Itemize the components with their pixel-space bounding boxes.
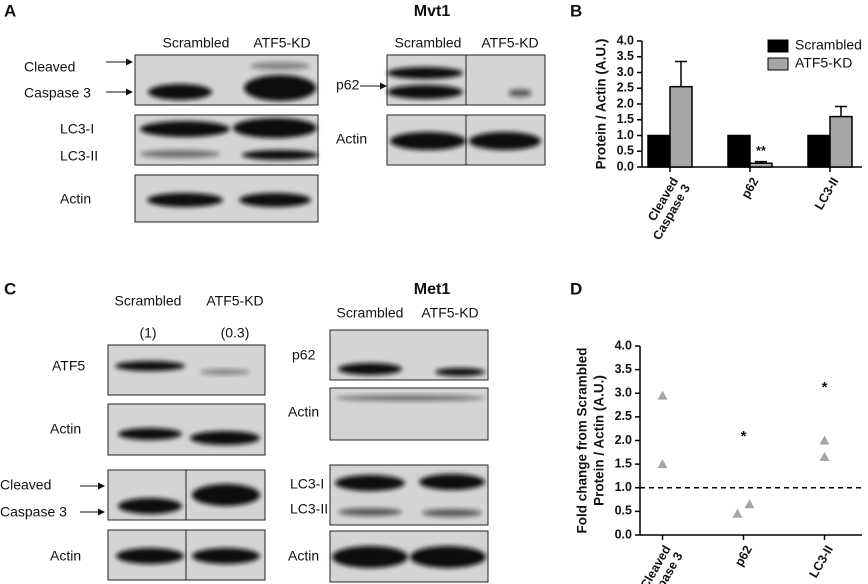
blot <box>107 403 266 456</box>
column-label: ATF5-KD <box>481 35 538 51</box>
blot-label: Caspase 3 <box>24 85 91 101</box>
y-axis-label: Protein / Actin (A.U.) <box>592 375 607 506</box>
blot <box>107 529 266 581</box>
bar <box>807 134 831 168</box>
blot-label: p62 <box>292 347 316 363</box>
blot <box>329 530 489 583</box>
y-tick-label: 0.5 <box>615 504 632 518</box>
x-tick-label: p62 <box>739 175 762 201</box>
blot-label: Actin <box>50 421 81 437</box>
x-tick-label: CleavedCaspase 3 <box>631 543 686 584</box>
blot <box>329 387 489 441</box>
legend-swatch <box>767 57 789 71</box>
panel-label: A <box>4 1 16 20</box>
blot <box>329 464 489 526</box>
panel-label: C <box>4 279 16 298</box>
y-tick-label: 3.0 <box>615 386 632 400</box>
bar <box>749 162 773 168</box>
point <box>744 499 755 509</box>
blot <box>386 54 546 106</box>
legend-label: Scrambled <box>795 37 862 53</box>
point <box>657 390 668 400</box>
y-tick-label: 4.0 <box>615 338 632 352</box>
column-label: Scrambled <box>337 305 404 321</box>
x-tick-label: p62 <box>732 543 755 569</box>
y-tick-label: 2.0 <box>615 433 632 447</box>
column-label: Scrambled <box>115 293 182 309</box>
point <box>657 459 668 469</box>
annotation: * <box>741 428 747 445</box>
column-label: ATF5-KD <box>421 305 478 321</box>
panel-label: D <box>570 279 582 298</box>
panel-label: B <box>570 1 582 20</box>
column-label: Scrambled <box>395 35 462 51</box>
blot <box>329 329 489 381</box>
blot-label: Actin <box>288 404 319 420</box>
y-tick-label: 1.0 <box>615 480 632 494</box>
blot-label: p62 <box>336 77 360 93</box>
blot <box>386 114 546 166</box>
bar <box>669 85 693 168</box>
y-tick-label: 1.0 <box>617 128 634 142</box>
blot-label: LC3-I <box>60 121 94 137</box>
y-tick-label: 3.0 <box>617 65 634 79</box>
y-axis-label: Protein / Actin (A.U.) <box>594 39 609 170</box>
legend-swatch <box>767 39 789 53</box>
x-tick-label: CleavedCaspase 3 <box>638 175 693 242</box>
y-tick-label: 2.0 <box>617 96 634 110</box>
point <box>819 452 830 462</box>
bar <box>647 134 671 168</box>
x-tick-label: LC3-II <box>806 543 835 580</box>
column-label: ATF5-KD <box>253 35 310 51</box>
blot <box>134 54 319 106</box>
y-tick-label: 2.5 <box>615 409 632 423</box>
bar <box>829 115 853 168</box>
column-label: Scrambled <box>163 35 230 51</box>
blot-label: Actin <box>288 548 319 564</box>
y-tick-label: 2.5 <box>617 81 634 95</box>
blot <box>134 114 319 166</box>
legend-label: ATF5-KD <box>795 55 852 71</box>
blot-label: Caspase 3 <box>0 504 67 520</box>
charts: 0.00.51.01.52.02.53.03.54.0CleavedCaspas… <box>575 33 862 584</box>
annotation: * <box>822 379 828 396</box>
blot <box>134 174 319 223</box>
ratio-label: (1) <box>139 325 156 341</box>
blot <box>107 344 266 396</box>
blot-label: Actin <box>60 191 91 207</box>
bar <box>727 134 751 168</box>
ratio-label: (0.3) <box>221 325 250 341</box>
blot <box>107 469 266 521</box>
y-tick-label: 0.5 <box>617 144 634 158</box>
panel-title: Mvt1 <box>414 3 451 20</box>
blot-label: Actin <box>50 548 81 564</box>
error-bar <box>835 105 847 117</box>
annotation: ** <box>756 144 766 158</box>
error-bar <box>675 60 687 87</box>
y-tick-label: 4.0 <box>617 33 634 47</box>
blot-label: ATF5 <box>52 358 85 374</box>
y-tick-label: 0.0 <box>617 159 634 173</box>
y-tick-label: 3.5 <box>615 362 632 376</box>
panel-title: Met1 <box>414 281 451 298</box>
blot-label: Cleaved <box>0 477 51 493</box>
column-label: ATF5-KD <box>206 293 263 309</box>
y-tick-label: 0.0 <box>615 527 632 541</box>
blot-label: Cleaved <box>24 59 75 75</box>
y-tick-label: 1.5 <box>615 456 632 470</box>
point <box>819 435 830 445</box>
blot-label: LC3-I <box>290 476 324 492</box>
blot-label: LC3-II <box>290 501 328 517</box>
blot-label: LC3-II <box>60 148 98 164</box>
blot-label: Actin <box>336 131 367 147</box>
y-tick-label: 1.5 <box>617 112 634 126</box>
x-tick-label: LC3-II <box>812 175 841 212</box>
point <box>732 508 743 518</box>
y-tick-label: 3.5 <box>617 49 634 63</box>
y-axis-label: Fold change from Scrambled <box>575 347 590 533</box>
